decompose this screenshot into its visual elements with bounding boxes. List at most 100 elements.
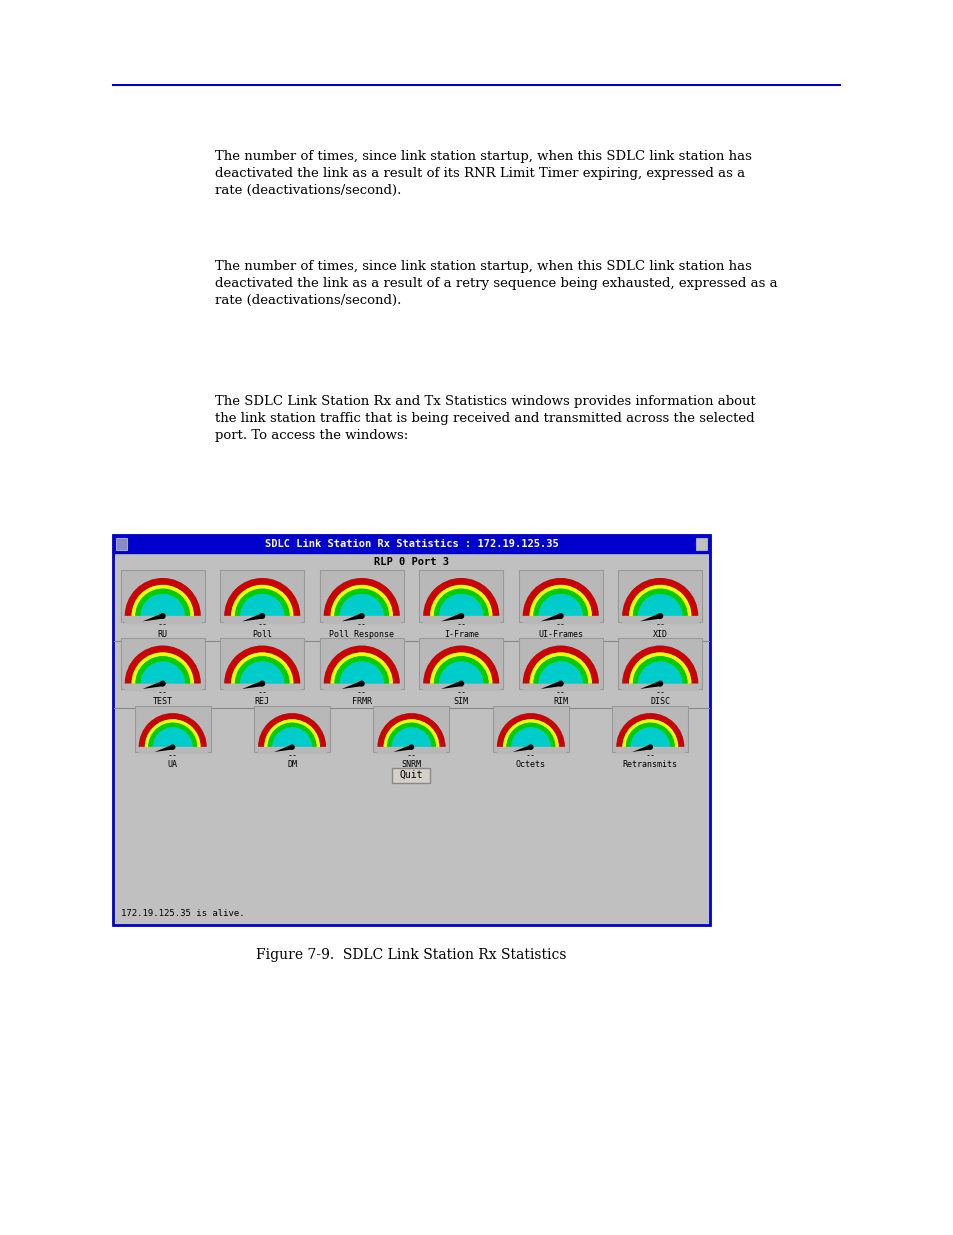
Text: --: -- (556, 620, 565, 630)
Polygon shape (440, 680, 461, 689)
Text: UA: UA (168, 761, 177, 769)
Bar (319, 571, 403, 621)
Text: I-Frame: I-Frame (443, 630, 478, 638)
Bar (134, 706, 211, 752)
Wedge shape (621, 578, 698, 616)
Wedge shape (224, 578, 300, 616)
Circle shape (558, 682, 562, 685)
Wedge shape (224, 578, 300, 616)
Wedge shape (632, 656, 687, 683)
Bar (220, 638, 304, 689)
Text: --: -- (257, 688, 267, 697)
Wedge shape (331, 652, 393, 683)
Wedge shape (240, 594, 284, 616)
Bar (493, 706, 568, 752)
Wedge shape (234, 589, 290, 616)
Wedge shape (148, 722, 197, 747)
Text: The number of times, since link station startup, when this SDLC link station has: The number of times, since link station … (214, 261, 777, 308)
Circle shape (409, 745, 413, 750)
Text: RLP 0 Port 3: RLP 0 Port 3 (374, 557, 449, 567)
Polygon shape (540, 614, 561, 621)
Text: --: -- (257, 620, 267, 630)
Circle shape (260, 614, 264, 619)
Wedge shape (533, 656, 587, 683)
Wedge shape (331, 585, 393, 616)
Bar (116, 538, 127, 550)
Wedge shape (145, 719, 200, 747)
Polygon shape (274, 745, 293, 752)
Wedge shape (224, 646, 300, 683)
Wedge shape (434, 656, 488, 683)
Bar (220, 571, 304, 621)
Polygon shape (341, 680, 362, 689)
Text: --: -- (287, 751, 296, 761)
Circle shape (171, 745, 174, 750)
Text: --: -- (525, 751, 536, 761)
Wedge shape (264, 719, 319, 747)
Text: Figure 7-9.  SDLC Link Station Rx Statistics: Figure 7-9. SDLC Link Station Rx Statist… (256, 948, 566, 962)
Bar (618, 638, 701, 689)
Circle shape (648, 745, 652, 750)
Wedge shape (339, 594, 383, 616)
Wedge shape (522, 578, 598, 616)
Text: DM: DM (287, 761, 296, 769)
Bar (121, 638, 205, 689)
Polygon shape (341, 614, 362, 621)
Circle shape (528, 745, 533, 750)
Text: --: -- (406, 751, 416, 761)
Wedge shape (438, 594, 483, 616)
Wedge shape (628, 585, 691, 616)
Wedge shape (140, 662, 185, 683)
Polygon shape (154, 745, 173, 752)
Polygon shape (142, 614, 163, 621)
Wedge shape (258, 713, 326, 747)
Bar (374, 706, 449, 752)
Bar (518, 571, 602, 621)
Circle shape (458, 682, 463, 685)
Wedge shape (231, 585, 294, 616)
Wedge shape (234, 656, 290, 683)
Wedge shape (339, 662, 383, 683)
Wedge shape (138, 713, 207, 747)
Polygon shape (639, 614, 660, 621)
Text: --: -- (556, 688, 565, 697)
Wedge shape (125, 578, 200, 616)
Text: --: -- (655, 688, 664, 697)
Wedge shape (423, 578, 498, 616)
Text: RU: RU (157, 630, 168, 638)
Circle shape (359, 682, 364, 685)
Wedge shape (638, 662, 681, 683)
Bar (112, 535, 709, 925)
Wedge shape (140, 594, 185, 616)
Text: --: -- (356, 688, 366, 697)
Text: SIM: SIM (454, 697, 468, 706)
Wedge shape (638, 594, 681, 616)
Wedge shape (335, 656, 389, 683)
Wedge shape (438, 662, 483, 683)
Bar (253, 706, 330, 752)
Circle shape (160, 682, 165, 685)
Wedge shape (335, 589, 389, 616)
Bar (518, 638, 602, 689)
Text: --: -- (655, 620, 664, 630)
Text: UI-Frames: UI-Frames (537, 630, 582, 638)
Text: The SDLC Link Station Rx and Tx Statistics windows provides information about
th: The SDLC Link Station Rx and Tx Statisti… (214, 395, 755, 442)
Text: XID: XID (652, 630, 667, 638)
FancyBboxPatch shape (392, 768, 430, 783)
Wedge shape (502, 719, 558, 747)
Wedge shape (423, 646, 498, 683)
Wedge shape (522, 646, 598, 683)
Wedge shape (632, 589, 687, 616)
Wedge shape (522, 578, 598, 616)
Text: Poll Response: Poll Response (329, 630, 394, 638)
Wedge shape (135, 656, 190, 683)
Circle shape (458, 614, 463, 619)
Wedge shape (423, 646, 498, 683)
Text: SNRM: SNRM (401, 761, 421, 769)
Wedge shape (125, 646, 200, 683)
Wedge shape (125, 578, 200, 616)
Wedge shape (529, 585, 591, 616)
Polygon shape (632, 745, 650, 752)
Wedge shape (392, 727, 431, 747)
Wedge shape (434, 589, 488, 616)
